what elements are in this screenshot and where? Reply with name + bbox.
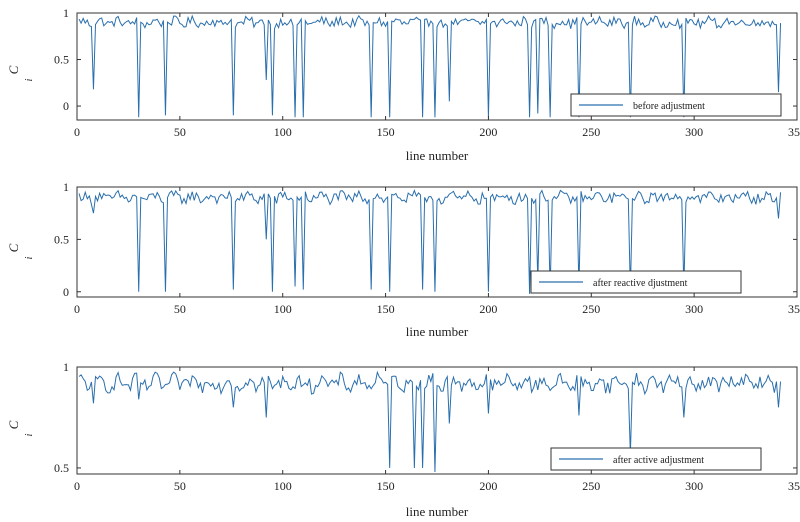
x-tick-label: 50 <box>174 302 186 316</box>
x-tick-label: 300 <box>685 302 703 316</box>
chart-panel-3: 0 50 100 150 200 250 300 350 0.5 1 line number Ci af… <box>6 360 800 519</box>
y-tick-label: 0 <box>63 285 69 299</box>
x-tick-label: 250 <box>582 479 600 493</box>
chart-panel-1: 0 50 100 150 200 250 300 350 0 0.5 1 line number Ci b… <box>6 6 800 163</box>
plot-frame <box>76 186 798 298</box>
x-tick-label: 150 <box>377 302 395 316</box>
x-tick-label: 0 <box>74 479 80 493</box>
x-tick-label: 300 <box>685 479 703 493</box>
legend: before adjustment <box>570 93 782 117</box>
legend: after active adjustment <box>550 447 762 471</box>
y-tick-label: 0.5 <box>54 232 69 246</box>
x-tick-label: 50 <box>174 479 186 493</box>
x-tick-label: 350 <box>788 125 800 139</box>
y-axis-label-sub: i <box>24 256 35 259</box>
y-tick-label: 1 <box>63 6 69 20</box>
legend-box <box>530 270 742 294</box>
y-axis-label: Ci <box>6 420 35 436</box>
x-axis-label: line number <box>406 324 469 339</box>
x-tick-label: 50 <box>174 125 186 139</box>
legend-label: before adjustment <box>633 101 705 112</box>
x-tick-label: 300 <box>685 125 703 139</box>
x-tick-label: 350 <box>788 302 800 316</box>
x-tick-label: 250 <box>582 125 600 139</box>
x-tick-label: 100 <box>274 479 292 493</box>
x-tick-label: 0 <box>74 302 80 316</box>
x-axis-label: line number <box>406 504 469 519</box>
y-tick-label: 0.5 <box>54 53 69 67</box>
series-line <box>78 189 782 294</box>
x-tick-label: 200 <box>479 302 497 316</box>
x-tick-label: 100 <box>274 302 292 316</box>
y-axis-label-main: C <box>6 65 21 74</box>
y-axis-label: Ci <box>6 65 35 81</box>
y-axis-label-sub: i <box>24 78 35 81</box>
chart-panel-2: 0 50 100 150 200 250 300 350 0 0.5 1 line number Ci a… <box>6 180 800 339</box>
x-tick-label: 0 <box>74 125 80 139</box>
y-tick-label: 1 <box>63 360 69 374</box>
legend: after reactive djustment <box>530 270 742 294</box>
x-tick-label: 150 <box>377 125 395 139</box>
y-tick-label: 0.5 <box>54 461 69 475</box>
legend-box <box>550 447 762 471</box>
y-tick-label: 1 <box>63 180 69 194</box>
x-tick-label: 200 <box>479 125 497 139</box>
y-axis-label: Ci <box>6 243 35 259</box>
legend-label: after active adjustment <box>613 455 704 466</box>
y-axis-label-main: C <box>6 243 21 252</box>
x-tick-label: 350 <box>788 479 800 493</box>
y-axis-label-main: C <box>6 420 21 429</box>
plot-frame <box>76 366 798 475</box>
plot-frame <box>76 12 798 121</box>
legend-box <box>570 93 782 117</box>
legend-label: after reactive djustment <box>593 278 688 289</box>
x-tick-label: 150 <box>377 479 395 493</box>
series-line <box>78 14 782 118</box>
series-line <box>78 370 782 472</box>
y-tick-label: 0 <box>63 99 69 113</box>
x-axis-label: line number <box>406 148 469 163</box>
x-tick-label: 100 <box>274 125 292 139</box>
y-axis-label-sub: i <box>24 433 35 436</box>
x-tick-label: 250 <box>582 302 600 316</box>
x-tick-label: 200 <box>479 479 497 493</box>
